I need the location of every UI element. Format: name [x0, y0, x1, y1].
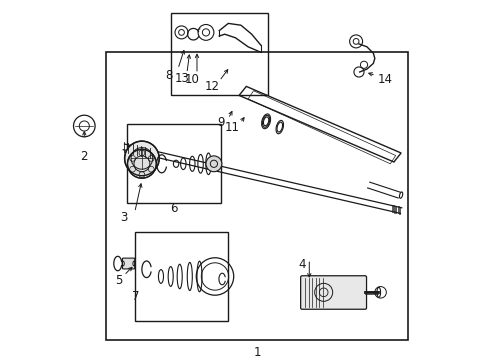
Text: 6: 6: [170, 202, 178, 215]
Bar: [134, 232, 228, 321]
Bar: [106, 52, 407, 340]
FancyBboxPatch shape: [122, 258, 134, 269]
Bar: [170, 13, 267, 95]
Text: 1: 1: [253, 346, 260, 359]
Text: 14: 14: [377, 73, 391, 86]
Text: 11: 11: [224, 121, 239, 134]
Text: 12: 12: [204, 80, 219, 93]
Circle shape: [205, 156, 222, 172]
Text: 7: 7: [132, 291, 139, 303]
FancyBboxPatch shape: [300, 276, 366, 309]
Text: 5: 5: [115, 274, 122, 287]
Text: 10: 10: [184, 73, 199, 86]
Text: 4: 4: [298, 258, 305, 271]
Circle shape: [124, 141, 159, 176]
Text: 2: 2: [81, 150, 88, 163]
Text: 9: 9: [217, 116, 224, 129]
Text: 13: 13: [175, 72, 190, 85]
Circle shape: [127, 149, 156, 178]
Bar: [127, 124, 221, 203]
Text: 3: 3: [120, 211, 127, 224]
Text: 8: 8: [165, 69, 172, 82]
